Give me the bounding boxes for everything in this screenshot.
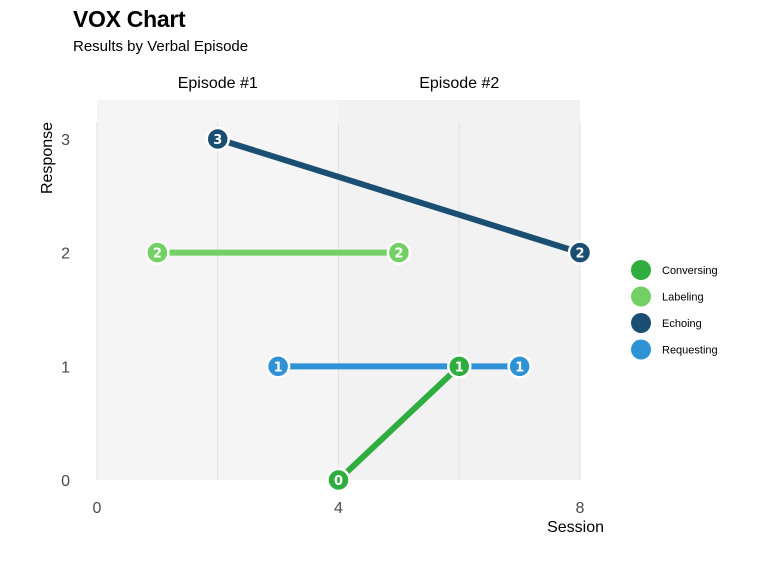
y-tick-label: 1 [61,359,70,376]
legend-label-echoing: Echoing [662,318,702,330]
legend-label-labeling: Labeling [662,292,704,304]
data-point-labeling [386,240,412,265]
data-label-requesting: 1 [274,360,283,375]
y-tick-label: 0 [61,473,70,490]
x-tick-label: 0 [93,500,102,517]
data-point-requesting [265,354,291,379]
legend-label-conversing: Conversing [662,265,718,277]
legend-swatch-labeling [631,286,651,307]
episode-label-1: Episode #1 [178,75,258,92]
y-tick-label: 2 [61,246,70,263]
data-label-requesting: 1 [515,360,524,375]
y-tick-label: 3 [61,132,70,149]
legend-label-requesting: Requesting [662,345,718,357]
legend-swatch-requesting [631,339,651,360]
data-point-requesting [507,354,532,379]
episode-label-2: Episode #2 [419,75,499,92]
series-line-echoing [214,136,583,256]
data-point-echoing [567,240,593,265]
data-label-conversing: 0 [334,474,343,489]
data-point-echoing [205,126,230,152]
chart-title: VOX Chart [73,6,186,32]
legend-swatch-echoing [631,313,651,333]
data-point-conversing [447,354,472,379]
data-label-conversing: 1 [455,360,464,375]
x-axis-label: Session [547,519,604,536]
y-axis-label: Response [39,122,56,194]
data-label-echoing: 2 [575,247,584,262]
data-label-echoing: 3 [213,133,222,148]
data-point-conversing [326,467,351,493]
data-label-labeling: 2 [394,247,403,262]
data-label-labeling: 2 [153,247,162,262]
chart-subtitle: Results by Verbal Episode [73,38,249,55]
legend-swatch-conversing [631,260,651,280]
x-tick-label: 8 [576,500,585,517]
series-line-conversing [335,363,463,483]
data-point-labeling [145,240,170,265]
x-tick-label: 4 [334,500,343,517]
